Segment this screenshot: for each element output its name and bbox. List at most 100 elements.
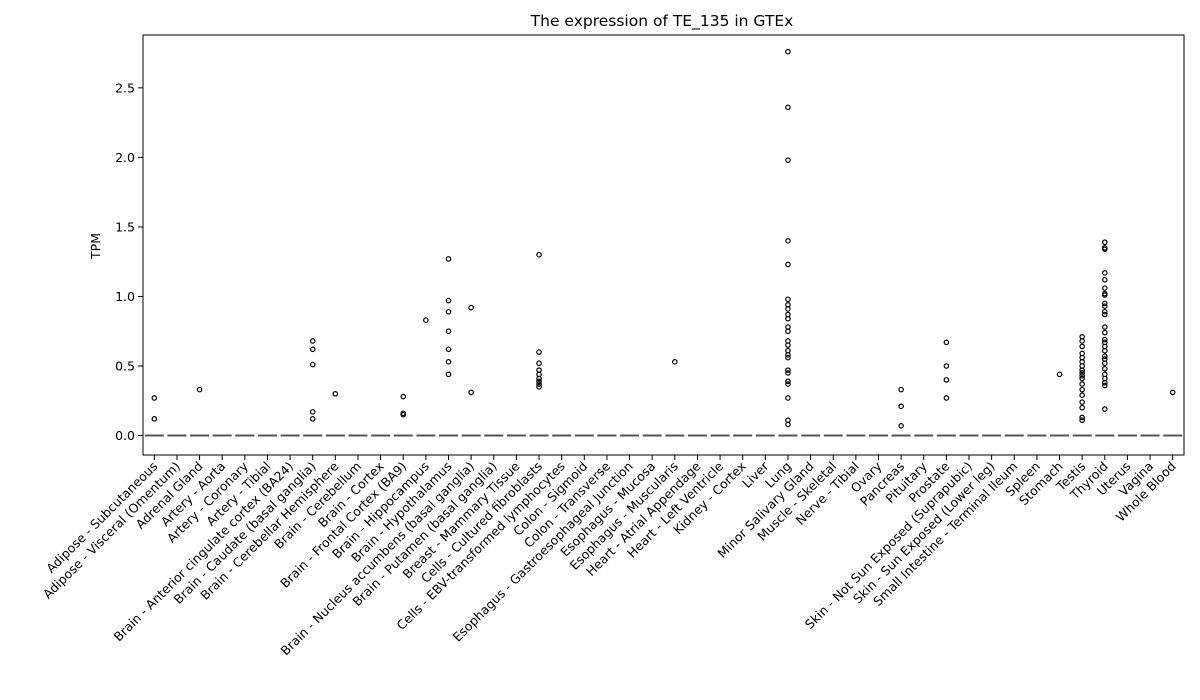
outlier-point <box>898 386 904 393</box>
outlier-point <box>898 403 904 410</box>
outlier-point <box>1079 404 1085 411</box>
outlier-point <box>785 238 791 244</box>
y-tick-label: 0.5 <box>115 358 135 373</box>
outlier-point <box>785 328 791 335</box>
outlier-point <box>1101 379 1108 386</box>
outlier-point <box>1079 386 1085 393</box>
outlier-point <box>1101 285 1108 291</box>
outlier-point <box>785 342 791 348</box>
y-tick-label: 2.5 <box>115 80 135 95</box>
y-tick-label: 1.5 <box>115 219 135 234</box>
outlier-point <box>1101 300 1108 307</box>
outlier-point <box>1101 246 1108 252</box>
outlier-point <box>1079 399 1085 405</box>
outlier-point <box>785 367 791 373</box>
outlier-point <box>1101 365 1108 372</box>
outlier-point <box>445 359 452 365</box>
outlier-point <box>1101 303 1108 309</box>
outlier-point <box>151 395 158 401</box>
outlier-point <box>332 391 339 397</box>
outlier-point <box>1101 360 1108 367</box>
outlier-point <box>785 261 791 268</box>
outlier-point <box>1101 324 1108 330</box>
outlier-point <box>1079 338 1085 344</box>
outlier-point <box>1079 392 1085 398</box>
outlier-point <box>1056 371 1063 378</box>
outlier-point <box>785 395 791 401</box>
outlier-point <box>943 377 950 383</box>
y-tick-label: 0.0 <box>115 428 135 443</box>
outlier-point <box>785 157 791 163</box>
outlier-point <box>943 395 950 401</box>
outlier-point <box>536 381 542 387</box>
outlier-point <box>1079 417 1085 424</box>
outlier-point <box>1101 276 1108 283</box>
outlier-point <box>1101 329 1108 336</box>
outlier-point <box>1079 367 1085 373</box>
outlier-point <box>785 306 791 312</box>
outlier-point <box>536 375 542 382</box>
outlier-point <box>1101 270 1108 276</box>
outlier-point <box>785 352 791 358</box>
outlier-point <box>1169 389 1176 396</box>
outlier-point <box>536 251 542 258</box>
outlier-point <box>1079 375 1085 382</box>
outlier-point <box>785 378 791 385</box>
outlier-point <box>309 361 316 368</box>
outlier-point <box>785 421 791 428</box>
outlier-point <box>423 317 429 323</box>
y-tick-label: 1.0 <box>115 289 135 304</box>
outlier-point <box>309 409 316 415</box>
outlier-point <box>785 104 791 111</box>
outlier-point <box>445 346 452 353</box>
outlier-point <box>1079 381 1085 387</box>
outlier-point <box>536 349 542 355</box>
y-axis-label: TPM <box>88 233 103 260</box>
outlier-point <box>445 328 452 335</box>
outlier-point <box>1101 308 1108 315</box>
outlier-point <box>672 359 678 365</box>
outlier-point <box>196 386 203 393</box>
outlier-point <box>468 304 474 311</box>
outlier-point <box>468 389 474 396</box>
outlier-point <box>445 371 452 378</box>
outlier-point <box>1101 311 1108 318</box>
outlier-point <box>943 339 950 346</box>
outlier-point <box>536 378 542 385</box>
outlier-point <box>1101 336 1108 343</box>
outlier-point <box>785 381 791 387</box>
outlier-point <box>785 296 791 303</box>
outlier-point <box>1101 347 1108 354</box>
outlier-point <box>1079 343 1085 350</box>
outlier-point <box>1101 406 1108 412</box>
y-tick-label: 2.0 <box>115 150 135 165</box>
outlier-point <box>1079 370 1085 376</box>
outlier-point <box>943 363 950 369</box>
outlier-point <box>309 346 316 353</box>
outlier-point <box>445 308 452 315</box>
outlier-point <box>898 422 904 429</box>
outlier-point <box>445 297 452 304</box>
outlier-point <box>309 338 316 344</box>
outlier-point <box>1079 372 1085 379</box>
plot-frame <box>142 34 1185 456</box>
x-tick-label: Adipose - Visceral (Omentum) <box>40 459 183 602</box>
outlier-point <box>1101 382 1108 389</box>
outlier-point <box>151 416 158 422</box>
outlier-point <box>1079 414 1085 421</box>
outlier-point <box>400 393 407 400</box>
outlier-point <box>785 315 791 322</box>
outlier-point <box>400 411 407 418</box>
outlier-point <box>1101 292 1108 298</box>
outlier-point <box>536 384 542 390</box>
chart-title: The expression of TE_135 in GTEx <box>530 12 794 31</box>
outlier-point <box>1101 239 1108 246</box>
outlier-point <box>536 360 542 367</box>
outlier-point <box>785 354 791 361</box>
outlier-point <box>445 256 452 262</box>
outlier-point <box>309 416 316 422</box>
outlier-point <box>785 48 791 55</box>
outlier-point <box>785 370 791 376</box>
